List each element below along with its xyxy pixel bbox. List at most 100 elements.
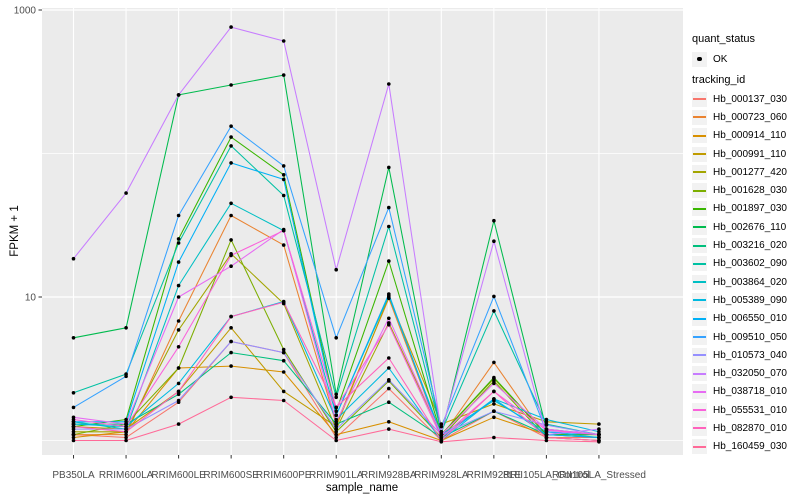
legend: quant_status OK tracking_id Hb_000137_03… bbox=[692, 0, 798, 500]
data-point bbox=[387, 356, 391, 360]
legend-item-label: Hb_010573_040 bbox=[713, 349, 787, 361]
data-point bbox=[544, 423, 549, 427]
data-point bbox=[334, 336, 339, 340]
data-point bbox=[71, 430, 76, 434]
data-point bbox=[176, 398, 181, 403]
data-point bbox=[229, 314, 233, 319]
data-point bbox=[492, 375, 496, 380]
plot-panel: 10 1000 PB350LA RRIM600LARRIM600LERRIM600SE… bbox=[14, 6, 683, 481]
legend-key bbox=[692, 183, 707, 199]
legend-color-line bbox=[693, 171, 706, 174]
data-point bbox=[281, 193, 286, 198]
legend-key bbox=[692, 146, 707, 162]
data-point bbox=[544, 417, 549, 422]
legend-key bbox=[692, 128, 707, 144]
legend-item-label: Hb_000137_030 bbox=[713, 93, 787, 105]
legend-item: Hb_001897_030 bbox=[692, 200, 798, 218]
data-point bbox=[387, 292, 391, 296]
y-tick-label: 10 bbox=[25, 293, 37, 304]
legend-key bbox=[692, 201, 707, 217]
legend-item-label: Hb_006550_010 bbox=[713, 313, 787, 325]
legend-item-label: Hb_003216_020 bbox=[713, 240, 787, 252]
data-point bbox=[229, 135, 233, 139]
legend-item: Hb_006550_010 bbox=[692, 310, 798, 328]
legend-item-label: Hb_082870_010 bbox=[713, 422, 787, 434]
legend-color-line bbox=[693, 445, 706, 448]
legend-key bbox=[692, 402, 707, 418]
x-tick-label: RRIM600LE bbox=[151, 470, 206, 481]
legend-key bbox=[692, 274, 707, 290]
data-point bbox=[439, 432, 444, 437]
data-point bbox=[229, 350, 233, 355]
data-point bbox=[176, 345, 181, 349]
data-point bbox=[439, 430, 444, 434]
legend-color-line bbox=[693, 244, 706, 247]
legend-color-line bbox=[693, 299, 706, 302]
data-point bbox=[597, 430, 601, 434]
data-point bbox=[334, 430, 339, 434]
data-point bbox=[229, 253, 233, 258]
data-point bbox=[334, 405, 339, 410]
data-point bbox=[597, 440, 601, 444]
data-point bbox=[492, 294, 496, 299]
data-point bbox=[544, 435, 549, 440]
legend-item-label: Hb_055531_010 bbox=[713, 404, 787, 416]
legend-color-line bbox=[693, 226, 706, 229]
legend-item: Hb_003216_020 bbox=[692, 236, 798, 254]
data-point bbox=[124, 374, 128, 379]
data-point bbox=[229, 83, 233, 87]
legend-key bbox=[692, 439, 707, 455]
data-point bbox=[492, 435, 496, 440]
data-point bbox=[492, 218, 496, 223]
data-point bbox=[176, 389, 181, 394]
data-point bbox=[176, 241, 181, 245]
legend-title-quant-status: quant_status bbox=[692, 33, 755, 45]
point-marker-icon bbox=[697, 56, 702, 62]
data-point bbox=[71, 435, 76, 440]
legend-color-line bbox=[693, 336, 706, 338]
legend-item: Hb_001277_420 bbox=[692, 163, 798, 181]
legend-key bbox=[692, 219, 707, 235]
data-point bbox=[176, 392, 181, 397]
data-point bbox=[387, 165, 391, 170]
data-point bbox=[71, 427, 76, 431]
legend-key bbox=[692, 366, 707, 382]
legend-item: Hb_002676_110 bbox=[692, 218, 798, 236]
legend-item: Hb_000723_060 bbox=[692, 108, 798, 126]
data-point bbox=[334, 435, 339, 440]
data-point bbox=[334, 424, 339, 429]
legend-item-label: OK bbox=[713, 53, 728, 65]
legend-tracking-items: Hb_000137_030 Hb_000723_060 Hb_000914_110 H… bbox=[692, 90, 798, 456]
legend-item: Hb_005389_090 bbox=[692, 291, 798, 309]
data-point bbox=[229, 364, 233, 368]
legend-color-line bbox=[693, 281, 706, 284]
x-tick-label: RRII105LA_Stressed bbox=[552, 470, 646, 481]
y-axis-title: FPKM + 1 bbox=[9, 205, 21, 256]
y-tick-label: 1000 bbox=[14, 6, 37, 17]
legend-color-line bbox=[693, 390, 706, 393]
data-point bbox=[387, 378, 391, 382]
data-point bbox=[387, 386, 391, 391]
data-point bbox=[281, 347, 286, 352]
x-tick-label: RRIM600SE bbox=[203, 470, 259, 481]
data-point bbox=[492, 402, 496, 406]
data-point bbox=[71, 256, 76, 261]
data-point bbox=[229, 326, 233, 330]
legend-color-line bbox=[693, 354, 706, 357]
legend-item-label: Hb_001628_030 bbox=[713, 185, 787, 197]
data-point bbox=[281, 350, 286, 355]
data-point bbox=[544, 438, 549, 443]
data-point bbox=[124, 438, 128, 443]
data-point bbox=[387, 259, 391, 263]
legend-item: Hb_009510_050 bbox=[692, 328, 798, 346]
data-point bbox=[492, 397, 496, 401]
legend-key bbox=[692, 292, 707, 308]
data-point bbox=[334, 392, 339, 397]
data-point bbox=[124, 424, 128, 429]
legend-title-tracking-id: tracking_id bbox=[692, 74, 746, 86]
legend-item-label: Hb_001277_420 bbox=[713, 166, 787, 178]
data-point bbox=[387, 224, 391, 229]
data-point bbox=[281, 39, 286, 43]
legend-key bbox=[692, 347, 707, 363]
data-point bbox=[544, 432, 549, 437]
